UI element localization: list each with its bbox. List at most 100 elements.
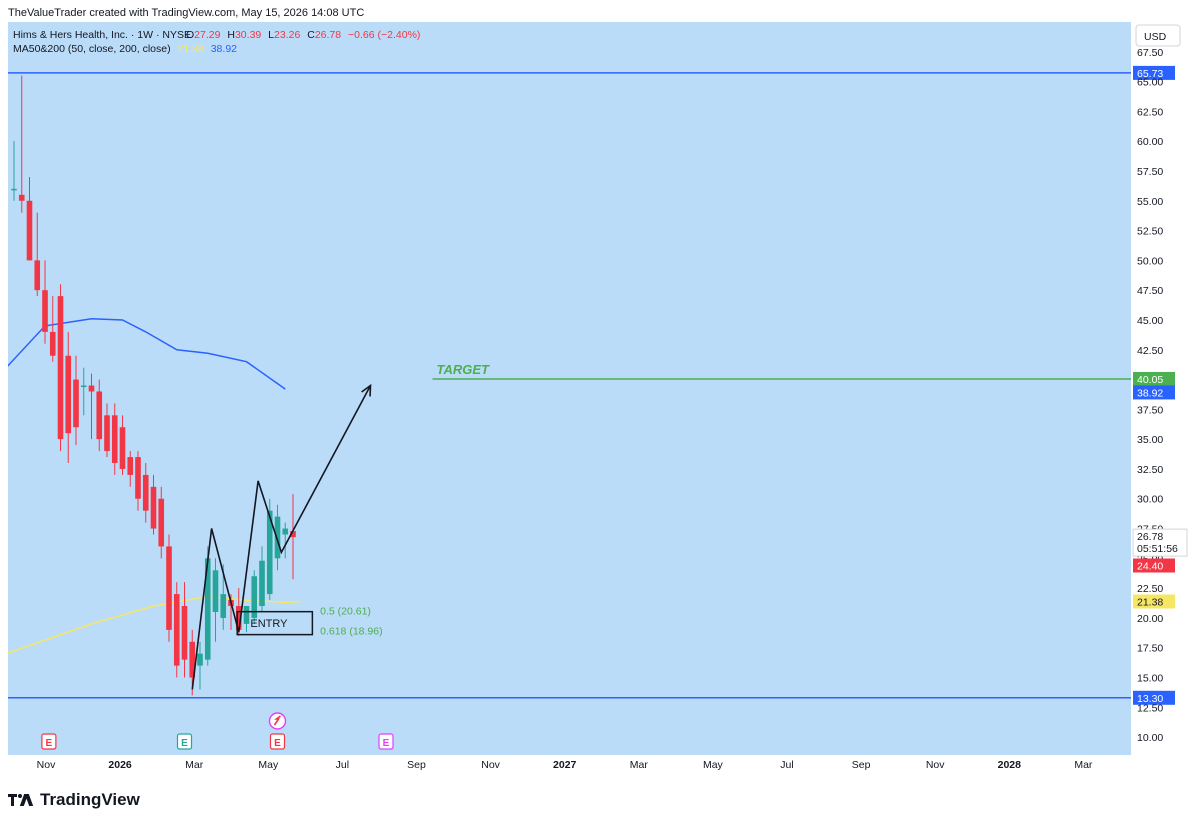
fib-level-label: 0.5 (20.61)	[320, 606, 371, 618]
fib-level-label: 0.618 (18.96)	[320, 625, 382, 637]
candle[interactable]	[104, 403, 110, 458]
y-tick-label: 67.50	[1137, 47, 1163, 59]
x-tick-label: Mar	[1074, 759, 1093, 771]
earnings-event-icon[interactable]: E	[176, 733, 193, 750]
earnings-event-icon[interactable]: E	[41, 733, 57, 750]
candle[interactable]	[158, 486, 165, 559]
entry-box[interactable]: ENTRY	[236, 610, 314, 636]
candle-body	[135, 457, 141, 499]
candle[interactable]	[166, 534, 172, 642]
y-tick-label: 45.00	[1137, 315, 1163, 327]
y-tick-label: 15.00	[1137, 673, 1163, 685]
x-tick-label: Mar	[630, 759, 649, 771]
horizontal-line-price-tag	[1133, 65, 1175, 80]
candle[interactable]	[142, 462, 149, 523]
split-event-bolt	[273, 715, 281, 726]
candle-body	[274, 516, 281, 559]
candle-body	[166, 546, 172, 630]
x-tick-label: Nov	[37, 759, 56, 771]
earnings-event-badge	[176, 733, 193, 750]
candle-body	[49, 331, 56, 356]
candle-body	[96, 391, 103, 440]
entry-box-outline	[236, 610, 314, 636]
candle[interactable]	[119, 415, 126, 475]
currency-button[interactable]: USD	[1135, 24, 1181, 47]
earnings-event-letter: E	[46, 738, 53, 749]
candle[interactable]	[42, 260, 48, 344]
split-event-icon[interactable]	[268, 712, 287, 730]
y-tick-label: 57.50	[1137, 166, 1163, 178]
y-tick-label: 35.00	[1137, 434, 1163, 446]
candle[interactable]	[181, 582, 188, 678]
candle-body	[57, 296, 64, 440]
candle-body	[243, 606, 250, 624]
tradingview-logo-icon	[8, 792, 34, 808]
time-axis-background	[8, 755, 1131, 775]
candle[interactable]	[49, 296, 56, 362]
candle[interactable]	[251, 570, 258, 624]
x-tick-label: Sep	[407, 759, 426, 771]
candle-body	[11, 188, 17, 191]
candle-body	[42, 290, 48, 332]
candle[interactable]	[135, 451, 141, 511]
last-price-box	[1132, 528, 1188, 557]
earnings-event-icon[interactable]: E	[269, 733, 286, 750]
candle[interactable]	[88, 373, 95, 440]
y-tick-label: 42.50	[1137, 345, 1163, 357]
y-tick-label: 12.50	[1137, 702, 1163, 714]
x-tick-label: Nov	[926, 759, 945, 771]
candle[interactable]	[80, 367, 87, 416]
candle-body	[73, 379, 79, 428]
candle-body	[80, 385, 87, 388]
candle[interactable]	[57, 284, 64, 452]
candle[interactable]	[34, 212, 41, 297]
candle[interactable]	[266, 498, 273, 601]
x-tick-label: 2026	[108, 759, 132, 771]
candle-body	[204, 558, 211, 660]
projection-zigzag-line[interactable]	[191, 385, 372, 690]
candle[interactable]	[243, 606, 250, 633]
target-label: TARGET	[437, 362, 491, 377]
candle[interactable]	[274, 504, 281, 571]
y-tick-label: 30.00	[1137, 494, 1163, 506]
y-tick-label: 22.50	[1137, 583, 1163, 595]
x-tick-label: Jul	[336, 759, 349, 771]
earnings-event-icon[interactable]: E	[378, 733, 394, 750]
y-tick-label: 62.50	[1137, 106, 1163, 118]
candle[interactable]	[212, 558, 219, 642]
tradingview-logo[interactable]: TradingView	[8, 790, 140, 810]
horizontal-line-price-label: 65.73	[1137, 68, 1163, 80]
candle[interactable]	[290, 494, 296, 580]
candle[interactable]	[65, 331, 72, 463]
candle-body	[127, 457, 134, 475]
candle[interactable]	[18, 75, 25, 213]
candle-body	[150, 486, 157, 529]
candle[interactable]	[11, 141, 17, 201]
candle-body	[65, 355, 72, 434]
y-tick-label: 32.50	[1137, 464, 1163, 476]
horizontal-line-price-label: 13.30	[1137, 693, 1163, 705]
candle[interactable]	[150, 474, 157, 535]
candle-body	[197, 653, 203, 666]
candle[interactable]	[259, 546, 265, 612]
candle[interactable]	[127, 451, 134, 487]
x-tick-label: Sep	[852, 759, 871, 771]
chart-frame[interactable]: 65.73 13.30 TARGET 0.5 (20.61) 0.618 (18.96…	[8, 22, 1190, 775]
candle-body	[111, 415, 118, 463]
x-tick-label: Jul	[780, 759, 793, 771]
candle-body	[251, 576, 258, 618]
candle[interactable]	[111, 403, 118, 475]
x-tick-label: Nov	[481, 759, 500, 771]
candle[interactable]	[173, 582, 180, 678]
price-tag	[1133, 371, 1175, 386]
candle[interactable]	[197, 641, 203, 690]
x-tick-label: 2028	[998, 759, 1022, 771]
candle[interactable]	[282, 522, 289, 559]
candle-body	[88, 385, 95, 392]
candlestick-chart[interactable]: 65.73 13.30 TARGET 0.5 (20.61) 0.618 (18.96…	[8, 22, 1190, 775]
candle[interactable]	[96, 379, 103, 452]
candle[interactable]	[26, 176, 33, 261]
candle[interactable]	[73, 355, 79, 446]
y-tick-label: 47.50	[1137, 285, 1163, 297]
currency-button-label: USD	[1144, 31, 1167, 43]
